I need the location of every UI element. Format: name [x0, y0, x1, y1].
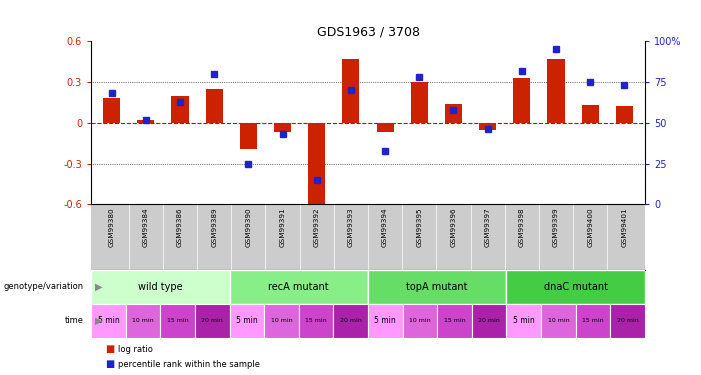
Bar	[230, 270, 368, 304]
Bar	[299, 304, 334, 338]
Text: 15 min: 15 min	[306, 318, 327, 323]
Bar	[125, 304, 161, 338]
Text: ▶: ▶	[95, 282, 102, 292]
Title: GDS1963 / 3708: GDS1963 / 3708	[317, 26, 419, 39]
Text: wild type: wild type	[138, 282, 183, 292]
Text: 5 min: 5 min	[97, 316, 119, 325]
Bar	[274, 123, 291, 132]
Text: topA mutant: topA mutant	[407, 282, 468, 292]
Text: 10 min: 10 min	[271, 318, 292, 323]
Text: GSM99397: GSM99397	[484, 208, 491, 247]
Text: time: time	[65, 316, 84, 325]
Bar	[479, 123, 496, 130]
Bar	[576, 304, 611, 338]
Text: 20 min: 20 min	[340, 318, 362, 323]
Text: GSM99399: GSM99399	[553, 208, 559, 247]
Bar	[368, 270, 507, 304]
Bar	[205, 89, 223, 123]
Text: GSM99386: GSM99386	[177, 208, 183, 247]
Text: ■: ■	[105, 344, 114, 354]
Text: GSM99380: GSM99380	[109, 208, 115, 247]
Text: 15 min: 15 min	[444, 318, 465, 323]
Bar	[616, 106, 633, 123]
Text: 20 min: 20 min	[617, 318, 639, 323]
Bar	[91, 270, 230, 304]
Text: GSM99395: GSM99395	[416, 208, 422, 247]
Bar	[368, 304, 402, 338]
Bar	[334, 304, 368, 338]
Text: GSM99398: GSM99398	[519, 208, 525, 247]
Text: ■: ■	[105, 360, 114, 369]
Bar	[342, 59, 360, 123]
Bar	[411, 82, 428, 123]
Text: 10 min: 10 min	[547, 318, 569, 323]
Bar	[402, 304, 437, 338]
Text: recA mutant: recA mutant	[268, 282, 329, 292]
Text: percentile rank within the sample: percentile rank within the sample	[118, 360, 260, 369]
Text: 15 min: 15 min	[583, 318, 604, 323]
Text: 10 min: 10 min	[409, 318, 430, 323]
Bar	[172, 96, 189, 123]
Bar	[195, 304, 230, 338]
Text: 15 min: 15 min	[167, 318, 189, 323]
Text: GSM99394: GSM99394	[382, 208, 388, 247]
Bar	[472, 304, 506, 338]
Text: log ratio: log ratio	[118, 345, 153, 354]
Text: dnaC mutant: dnaC mutant	[544, 282, 608, 292]
Bar	[103, 98, 120, 123]
Bar	[240, 123, 257, 148]
Text: GSM99392: GSM99392	[314, 208, 320, 247]
Text: GSM99390: GSM99390	[245, 208, 252, 247]
Bar	[445, 104, 462, 123]
Text: GSM99389: GSM99389	[211, 208, 217, 247]
Text: 20 min: 20 min	[201, 318, 223, 323]
Text: GSM99391: GSM99391	[280, 208, 285, 247]
Text: 5 min: 5 min	[513, 316, 535, 325]
Text: GSM99396: GSM99396	[451, 208, 456, 247]
Bar	[437, 304, 472, 338]
Bar	[376, 123, 394, 132]
Bar	[507, 270, 645, 304]
Bar	[308, 123, 325, 207]
Bar	[91, 304, 125, 338]
Bar	[547, 59, 564, 123]
Text: GSM99401: GSM99401	[621, 208, 627, 247]
Bar	[582, 105, 599, 123]
Text: genotype/variation: genotype/variation	[4, 282, 84, 291]
Text: 10 min: 10 min	[132, 318, 154, 323]
Bar	[137, 120, 154, 123]
Bar	[513, 78, 531, 123]
Bar	[507, 304, 541, 338]
Bar	[230, 304, 264, 338]
Text: ▶: ▶	[95, 316, 102, 326]
Text: 5 min: 5 min	[374, 316, 396, 325]
Text: 5 min: 5 min	[236, 316, 258, 325]
Text: GSM99400: GSM99400	[587, 208, 593, 247]
Bar	[161, 304, 195, 338]
Text: GSM99384: GSM99384	[143, 208, 149, 247]
Bar	[611, 304, 645, 338]
Bar	[541, 304, 576, 338]
Text: GSM99393: GSM99393	[348, 208, 354, 247]
Text: 20 min: 20 min	[478, 318, 500, 323]
Bar	[264, 304, 299, 338]
